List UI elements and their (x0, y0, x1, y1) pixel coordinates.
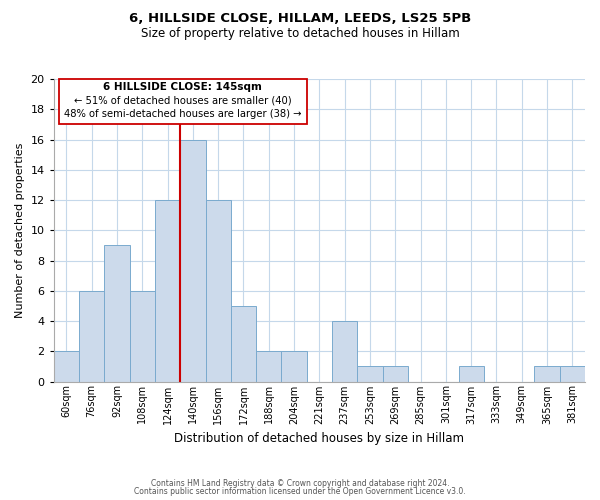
X-axis label: Distribution of detached houses by size in Hillam: Distribution of detached houses by size … (175, 432, 464, 445)
Bar (54, 352, 79, 382)
Bar (560, 366, 585, 382)
FancyBboxPatch shape (59, 79, 307, 124)
Bar (332, 321, 358, 382)
Text: Size of property relative to detached houses in Hillam: Size of property relative to detached ho… (140, 28, 460, 40)
Text: Contains HM Land Registry data © Crown copyright and database right 2024.: Contains HM Land Registry data © Crown c… (151, 478, 449, 488)
Bar (206, 200, 231, 382)
Bar (130, 291, 155, 382)
Bar (535, 366, 560, 382)
Text: 6 HILLSIDE CLOSE: 145sqm: 6 HILLSIDE CLOSE: 145sqm (103, 82, 262, 92)
Bar (458, 366, 484, 382)
Text: 6, HILLSIDE CLOSE, HILLAM, LEEDS, LS25 5PB: 6, HILLSIDE CLOSE, HILLAM, LEEDS, LS25 5… (129, 12, 471, 26)
Bar (79, 291, 104, 382)
Bar (180, 140, 206, 382)
Bar (383, 366, 408, 382)
Text: 48% of semi-detached houses are larger (38) →: 48% of semi-detached houses are larger (… (64, 109, 301, 119)
Bar (281, 352, 307, 382)
Bar (155, 200, 180, 382)
Bar (358, 366, 383, 382)
Bar (231, 306, 256, 382)
Bar (104, 246, 130, 382)
Y-axis label: Number of detached properties: Number of detached properties (15, 142, 25, 318)
Bar (256, 352, 281, 382)
Text: ← 51% of detached houses are smaller (40): ← 51% of detached houses are smaller (40… (74, 95, 292, 105)
Text: Contains public sector information licensed under the Open Government Licence v3: Contains public sector information licen… (134, 487, 466, 496)
